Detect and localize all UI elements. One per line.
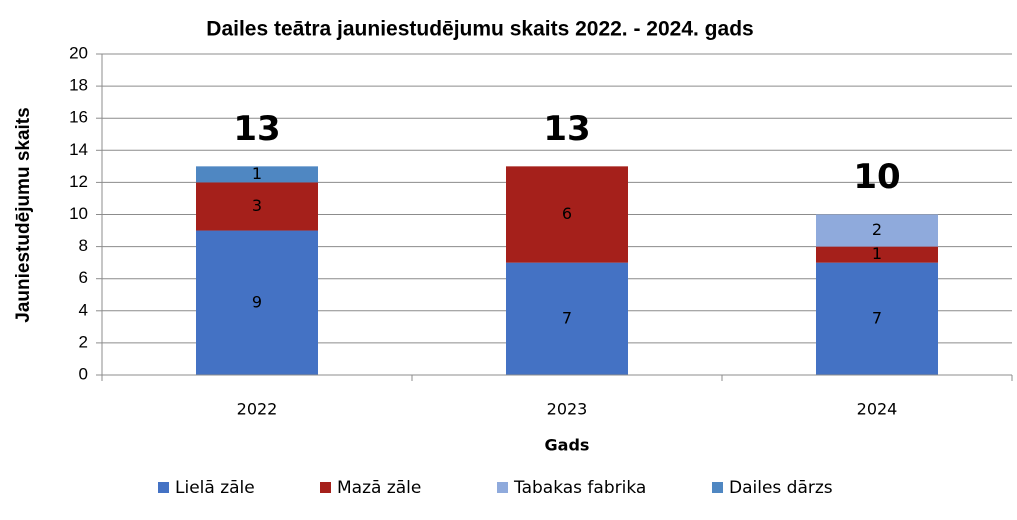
legend-swatch [320,482,331,493]
bar-segment [816,246,938,263]
x-tick-label: 2024 [857,400,898,419]
y-tick-label: 4 [79,300,88,319]
data-label: 1 [872,244,882,263]
legend-label: Dailes dārzs [729,478,833,498]
legend-swatch [497,482,508,493]
data-label: 2 [872,220,882,239]
y-tick-label: 6 [79,268,88,287]
y-tick-label: 12 [69,172,88,191]
data-label: 6 [562,204,572,223]
y-tick-label: 14 [69,140,88,159]
bar-segment [816,214,938,247]
data-label: 3 [252,196,262,215]
y-tick-label: 10 [69,204,88,223]
data-label: 7 [872,308,882,327]
data-label: 9 [252,292,262,311]
bar-segment [196,230,318,375]
y-tick-label: 0 [79,364,88,383]
legend-swatch [158,482,169,493]
legend-swatch [712,482,723,493]
bar-segment [196,166,318,183]
chart-title: Dailes teātra jauniestudējumu skaits 202… [206,18,753,41]
bar-segment [196,182,318,231]
y-tick-label: 8 [79,236,88,255]
total-label: 10 [853,157,900,197]
legend-label: Tabakas fabrika [513,478,646,498]
data-label: 1 [252,164,262,183]
total-label: 13 [233,109,280,149]
bar-segment [506,166,628,263]
bar-segment [506,262,628,375]
bar-segment [816,262,938,375]
x-axis-label: Gads [545,436,590,455]
y-tick-label: 20 [69,43,88,62]
x-tick-label: 2022 [237,400,278,419]
legend-label: Mazā zāle [337,478,421,498]
y-tick-label: 16 [69,108,88,127]
legend-label: Lielā zāle [175,478,255,498]
y-axis-label: Jauniestudējumu skaits [13,107,34,322]
y-tick-label: 2 [79,332,88,351]
total-label: 13 [543,109,590,149]
data-label: 7 [562,308,572,327]
x-tick-label: 2023 [547,400,588,419]
y-tick-label: 18 [69,76,88,95]
